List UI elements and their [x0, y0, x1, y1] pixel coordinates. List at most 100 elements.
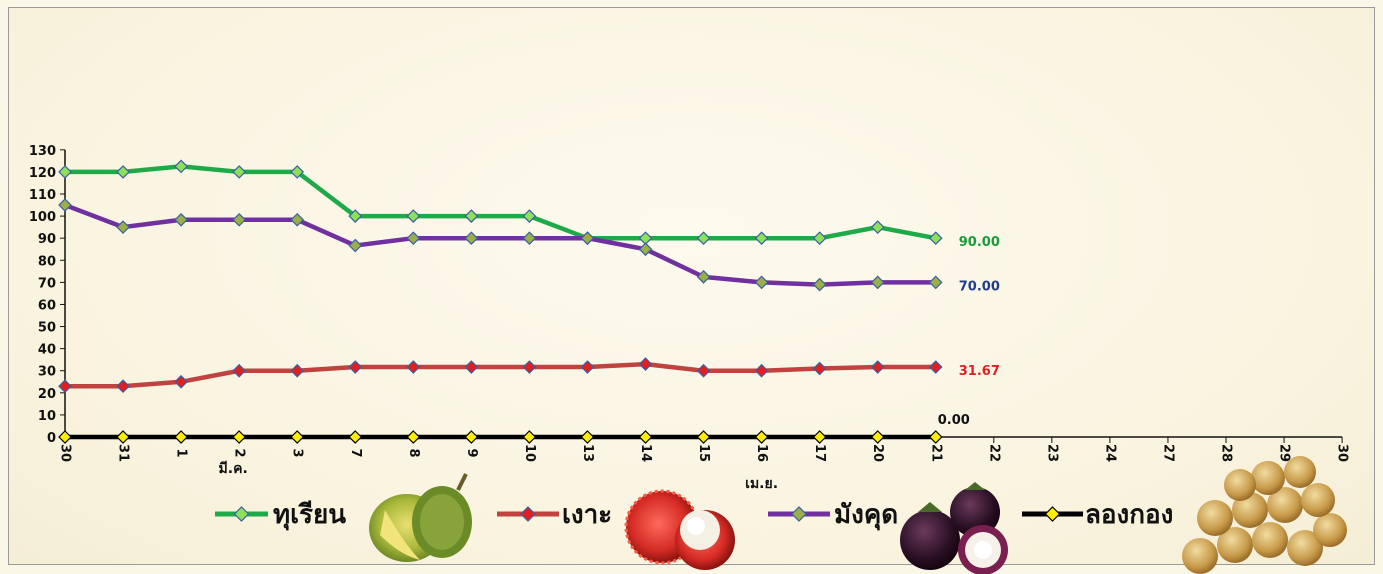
data-point: [638, 242, 653, 257]
y-tick-label: 80: [38, 254, 56, 269]
x-tick-label: 27: [1160, 444, 1175, 462]
data-point: [406, 231, 421, 246]
data-point: [58, 430, 72, 444]
data-point: [464, 430, 479, 444]
data-point: [464, 209, 479, 223]
data-point: [696, 363, 711, 378]
x-tick-label: 22: [986, 444, 1001, 462]
data-point: [928, 360, 943, 374]
x-tick-label: 8: [406, 448, 421, 457]
legend-item: เงาะ: [497, 500, 612, 530]
legend-item: มังคุด: [768, 500, 898, 531]
y-tick-label: 40: [38, 343, 56, 358]
data-point: [348, 360, 363, 374]
data-point: [290, 363, 305, 378]
data-point: [812, 277, 827, 292]
data-point: [522, 360, 537, 374]
data-point: [522, 209, 537, 223]
y-tick-label: 50: [38, 321, 56, 336]
end-value-label: 31.67: [959, 364, 1000, 379]
data-point: [232, 165, 246, 179]
data-point: [116, 379, 130, 394]
x-tick-label: 17: [812, 444, 827, 462]
data-point: [812, 361, 827, 376]
data-point: [58, 379, 72, 394]
x-tick-label: 9: [464, 448, 479, 457]
data-point: [928, 430, 943, 444]
y-tick-label: 120: [29, 166, 56, 181]
x-tick-label: 31: [116, 444, 131, 462]
end-value-label: 70.00: [959, 279, 1000, 294]
data-point: [348, 430, 363, 444]
legend-label: ลองกอง: [1085, 500, 1173, 530]
x-tick-label: 20: [870, 444, 885, 462]
data-point: [696, 269, 711, 284]
legend: ทุเรียน เงาะ มังคุด ลองกอง: [215, 500, 1173, 531]
legend-label: มังคุด: [834, 500, 898, 531]
series-line: [62, 361, 938, 389]
y-tick-label: 60: [38, 298, 56, 313]
legend-item: ลองกอง: [1022, 500, 1173, 530]
data-point: [522, 231, 537, 246]
data-point: [928, 231, 943, 246]
data-point: [696, 430, 711, 444]
data-point: [754, 231, 769, 246]
rambutan-image: [624, 489, 735, 570]
legend-label: ทุเรียน: [273, 500, 346, 531]
x-tick-label: 3: [290, 448, 305, 457]
x-tick-label: 2: [232, 448, 247, 457]
data-point: [464, 360, 479, 374]
x-tick-label: 28: [1219, 444, 1234, 462]
legend-swatch-marker: [520, 506, 536, 522]
month-label-march: มี.ค.: [219, 461, 248, 477]
x-tick-label: 29: [1277, 444, 1292, 462]
x-tick-label: 30: [1335, 444, 1350, 462]
legend-item: ทุเรียน: [215, 500, 346, 531]
data-point: [870, 275, 885, 290]
legend-swatch-marker: [791, 506, 807, 522]
x-tick-label: 23: [1044, 444, 1059, 462]
x-tick-label: 14: [638, 444, 653, 462]
y-tick-label: 110: [29, 188, 56, 203]
x-tick-label: 1: [174, 448, 189, 457]
data-point: [812, 430, 827, 444]
y-tick-label: 100: [29, 210, 56, 225]
y-tick-label: 0: [47, 431, 56, 446]
data-point: [812, 231, 827, 246]
x-tick-label: 10: [522, 444, 537, 462]
data-point: [754, 430, 769, 444]
data-point: [870, 220, 885, 234]
end-value-label: 90.00: [959, 235, 1000, 250]
data-point: [174, 212, 188, 227]
x-tick-label: 7: [348, 448, 363, 457]
data-point: [232, 430, 246, 444]
chart-area: [8, 7, 1375, 565]
y-tick-label: 20: [38, 387, 56, 402]
data-point: [116, 430, 130, 444]
x-tick-label: 24: [1102, 444, 1117, 462]
legend-swatch-marker: [233, 506, 250, 522]
data-point: [290, 165, 305, 179]
legend-label: เงาะ: [562, 500, 612, 530]
data-point: [116, 220, 130, 234]
data-point: [174, 430, 188, 444]
data-point: [638, 357, 653, 371]
y-tick-label: 90: [38, 232, 56, 247]
x-tick-label: 15: [696, 444, 711, 462]
data-point: [348, 238, 363, 253]
data-point: [638, 430, 653, 444]
data-point: [696, 231, 711, 246]
y-tick-label: 30: [38, 365, 56, 380]
data-point: [870, 430, 885, 444]
data-point: [174, 374, 188, 389]
data-point: [464, 231, 479, 246]
y-tick-label: 70: [38, 276, 56, 291]
data-point: [58, 198, 72, 212]
data-point: [174, 159, 188, 174]
data-point: [406, 360, 421, 374]
data-point: [870, 360, 885, 374]
data-point: [580, 360, 595, 374]
x-tick-label: 16: [754, 444, 769, 462]
